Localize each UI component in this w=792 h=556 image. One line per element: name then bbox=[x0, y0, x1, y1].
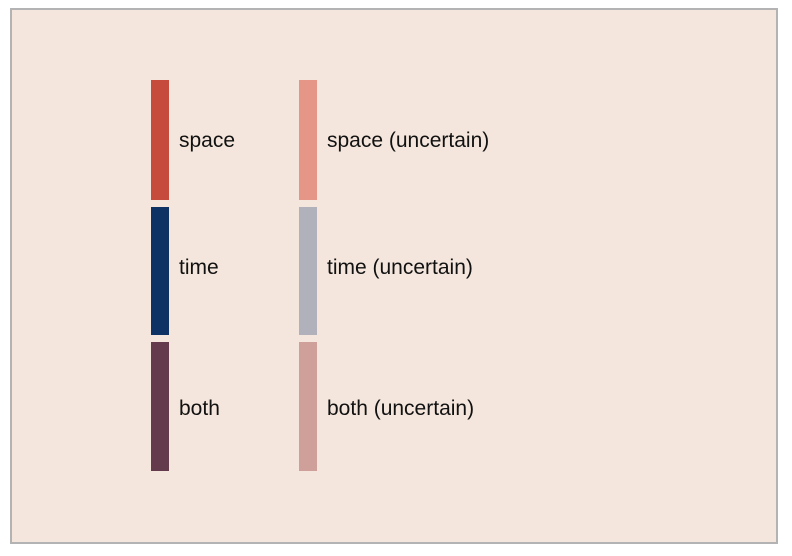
swatch-time bbox=[151, 207, 169, 335]
swatch-time-uncertain bbox=[299, 207, 317, 335]
legend-label-time: time bbox=[179, 256, 219, 279]
legend-label-time-uncertain: time (uncertain) bbox=[327, 256, 473, 279]
swatch-both-uncertain bbox=[299, 342, 317, 471]
swatch-space-uncertain bbox=[299, 80, 317, 200]
swatch-both bbox=[151, 342, 169, 471]
legend-label-space: space bbox=[179, 129, 236, 152]
legend-label-space-uncertain: space (uncertain) bbox=[327, 129, 490, 152]
legend-panel: space time both space (uncertain) time (… bbox=[10, 8, 778, 544]
legend-label-both-uncertain: both (uncertain) bbox=[327, 397, 475, 420]
legend-label-both: both bbox=[179, 397, 220, 420]
swatch-space bbox=[151, 80, 169, 200]
